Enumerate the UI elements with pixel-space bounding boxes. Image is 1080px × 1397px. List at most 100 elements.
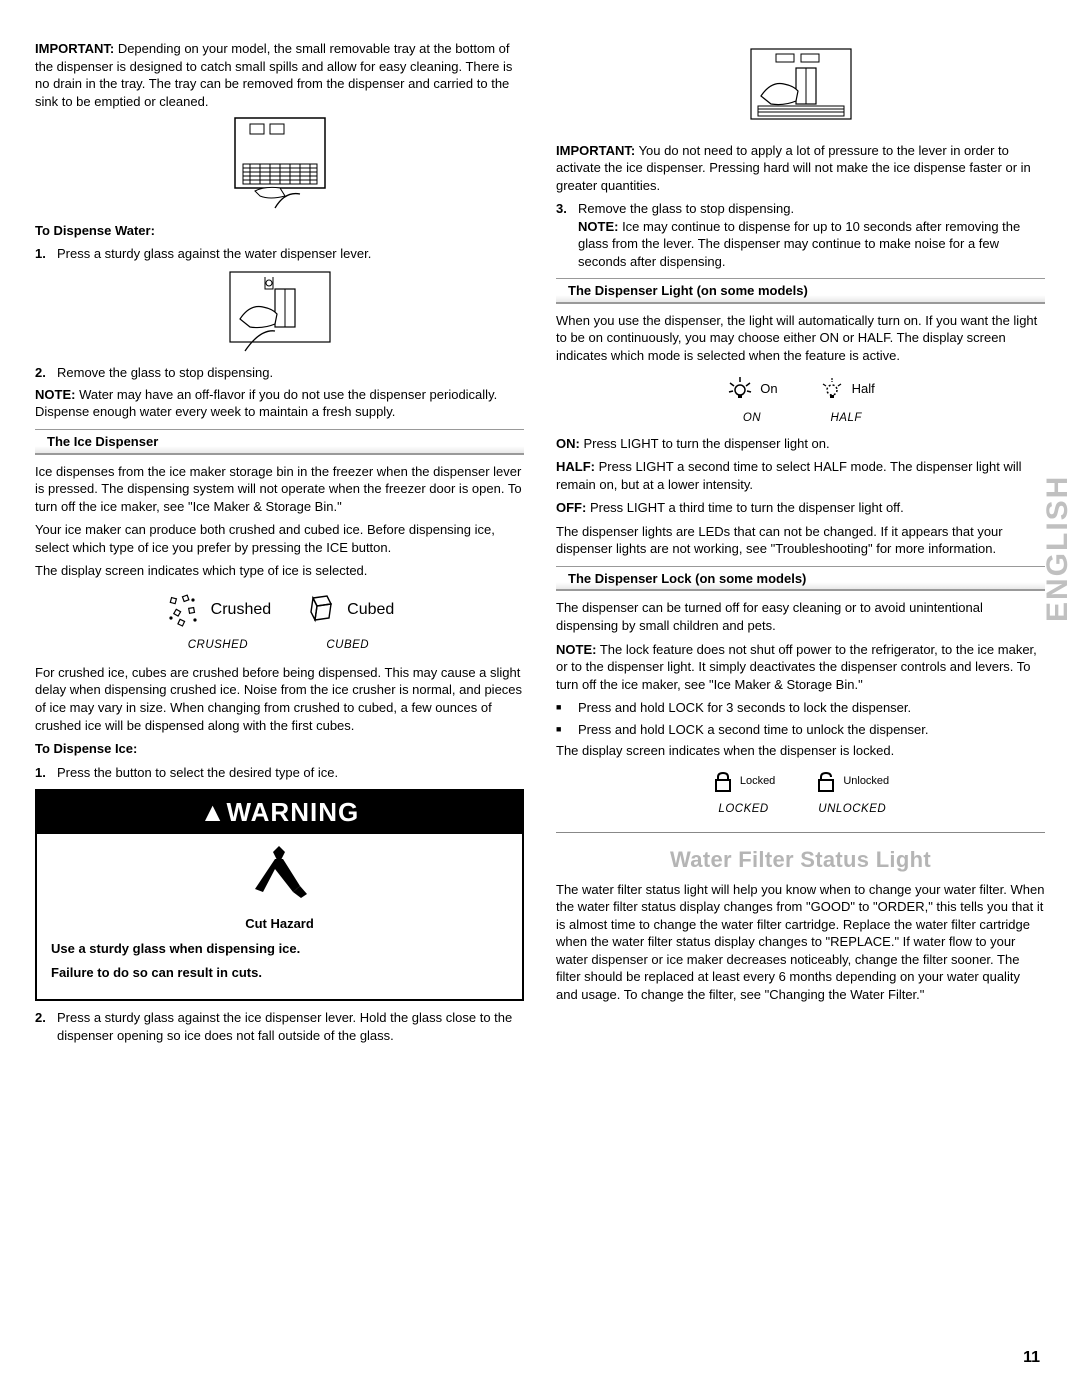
warning-line1: Use a sturdy glass when dispensing ice. <box>51 940 508 958</box>
ice-dispenser-heading: The Ice Dispenser <box>35 429 524 455</box>
page-columns: IMPORTANT: Depending on your model, the … <box>35 40 1045 1049</box>
lock-bullet1-text: Press and hold LOCK for 3 seconds to loc… <box>578 699 911 717</box>
language-tab: ENGLISH <box>1038 448 1080 648</box>
lock-bullet2: Press and hold LOCK a second time to unl… <box>556 721 1045 739</box>
dispense-ice-heading: To Dispense Ice: <box>35 740 524 758</box>
step3-item: 3. Remove the glass to stop dispensing. … <box>556 200 1045 270</box>
dw-step2-num: 2. <box>35 364 57 382</box>
di-step1-list: 1.Press the button to select the desired… <box>35 764 524 782</box>
warning-box: ▲WARNING Cut Hazard Use a sturdy glass w… <box>35 789 524 1001</box>
important-label: IMPORTANT: <box>35 41 114 56</box>
water-dispense-figure <box>35 269 524 359</box>
dw-step2: Remove the glass to stop dispensing. <box>57 364 273 382</box>
cubed-type: Cubed CUBED <box>301 590 394 654</box>
locked-cap: LOCKED <box>712 802 775 818</box>
step3-num: 3. <box>556 200 578 270</box>
di-step2: Press a sturdy glass against the ice dis… <box>57 1009 524 1044</box>
step3-list: 3. Remove the glass to stop dispensing. … <box>556 200 1045 270</box>
light-p1: When you use the dispenser, the light wi… <box>556 312 1045 365</box>
dw-step1: Press a sturdy glass against the water d… <box>57 245 371 263</box>
lock-note: NOTE: The lock feature does not shut off… <box>556 641 1045 694</box>
dw-step1-item: 1.Press a sturdy glass against the water… <box>35 245 524 263</box>
on-desc: ON: Press LIGHT to turn the dispenser li… <box>556 435 1045 453</box>
light-modes-figure: On ON Half HALF <box>556 375 1045 427</box>
warning-hazard: Cut Hazard <box>51 915 508 933</box>
warning-title: ▲WARNING <box>37 791 522 834</box>
di-step1: Press the button to select the desired t… <box>57 764 338 782</box>
on-cap: ON <box>726 411 777 427</box>
cubed-icon <box>301 590 341 630</box>
right-column: IMPORTANT: You do not need to apply a lo… <box>556 40 1045 1049</box>
important-tray: IMPORTANT: Depending on your model, the … <box>35 40 524 110</box>
locked-mode: Locked LOCKED <box>712 770 775 818</box>
half-mode: Half HALF <box>818 375 875 427</box>
dispense-water-steps: 1.Press a sturdy glass against the water… <box>35 245 524 263</box>
lock-bullet1: Press and hold LOCK for 3 seconds to loc… <box>556 699 1045 717</box>
crushed-label: Crushed <box>211 599 271 621</box>
half-desc: HALF: Press LIGHT a second time to selec… <box>556 458 1045 493</box>
step3-note: Ice may continue to dispense for up to 1… <box>578 219 1020 269</box>
unlocked-cap: UNLOCKED <box>815 802 889 818</box>
off-bold: OFF: <box>556 500 586 515</box>
di-step1-num: 1. <box>35 764 57 782</box>
light-heading: The Dispenser Light (on some models) <box>556 278 1045 304</box>
right-important-label: IMPORTANT: <box>556 143 635 158</box>
dw-note-text: Water may have an off-flavor if you do n… <box>35 387 497 420</box>
ice-p3: The display screen indicates which type … <box>35 562 524 580</box>
on-text: Press LIGHT to turn the dispenser light … <box>580 436 830 451</box>
page-number: 11 <box>1023 1347 1040 1369</box>
lock-modes-figure: Locked LOCKED Unlocked UNLOCKED <box>556 770 1045 818</box>
lock-p1: The dispenser can be turned off for easy… <box>556 599 1045 634</box>
warning-body: Cut Hazard Use a sturdy glass when dispe… <box>37 834 522 999</box>
section-divider <box>556 832 1045 833</box>
right-important: IMPORTANT: You do not need to apply a lo… <box>556 142 1045 195</box>
dw-step2-item: 2.Remove the glass to stop dispensing. <box>35 364 524 382</box>
unlocked-icon <box>815 770 837 794</box>
bulb-on-icon <box>726 375 754 403</box>
on-bold: ON: <box>556 436 580 451</box>
cubed-cap: CUBED <box>301 638 394 654</box>
step3-text: Remove the glass to stop dispensing. <box>578 201 794 216</box>
ice-p2: Your ice maker can produce both crushed … <box>35 521 524 556</box>
lock-heading: The Dispenser Lock (on some models) <box>556 566 1045 592</box>
crushed-type: Crushed CRUSHED <box>165 590 271 654</box>
half-cap: HALF <box>818 411 875 427</box>
lock-bullets: Press and hold LOCK for 3 seconds to loc… <box>556 699 1045 738</box>
cubed-label: Cubed <box>347 599 394 621</box>
dw-step1-num: 1. <box>35 245 57 263</box>
bulb-half-icon <box>818 375 846 403</box>
lock-bullet2-text: Press and hold LOCK a second time to unl… <box>578 721 928 739</box>
locked-label: Locked <box>740 774 775 789</box>
on-label: On <box>760 380 777 398</box>
di-step2-num: 2. <box>35 1009 57 1044</box>
half-label: Half <box>852 380 875 398</box>
lock-p2: The display screen indicates when the di… <box>556 742 1045 760</box>
cut-hazard-icon <box>245 844 315 904</box>
dw-step2-list: 2.Remove the glass to stop dispensing. <box>35 364 524 382</box>
step3-note-label: NOTE: <box>578 219 618 234</box>
dw-note: NOTE: Water may have an off-flavor if yo… <box>35 386 524 421</box>
half-text: Press LIGHT a second time to select HALF… <box>556 459 1022 492</box>
lock-note-bold: NOTE: <box>556 642 596 657</box>
di-step2-item: 2.Press a sturdy glass against the ice d… <box>35 1009 524 1044</box>
unlocked-label: Unlocked <box>843 774 889 789</box>
light-p2: The dispenser lights are LEDs that can n… <box>556 523 1045 558</box>
ice-types-figure: Crushed CRUSHED Cubed CUBED <box>35 590 524 654</box>
off-text: Press LIGHT a third time to turn the dis… <box>586 500 903 515</box>
filter-heading: Water Filter Status Light <box>556 845 1045 875</box>
dw-note-label: NOTE: <box>35 387 75 402</box>
ice-p1: Ice dispenses from the ice maker storage… <box>35 463 524 516</box>
unlocked-mode: Unlocked UNLOCKED <box>815 770 889 818</box>
lock-note-text: The lock feature does not shut off power… <box>556 642 1037 692</box>
dispense-water-heading: To Dispense Water: <box>35 222 524 240</box>
ice-dispense-figure <box>556 46 1045 136</box>
on-mode: On ON <box>726 375 777 427</box>
tray-figure <box>35 116 524 216</box>
ice-p4: For crushed ice, cubes are crushed befor… <box>35 664 524 734</box>
left-column: IMPORTANT: Depending on your model, the … <box>35 40 524 1049</box>
di-step1-item: 1.Press the button to select the desired… <box>35 764 524 782</box>
crushed-icon <box>165 590 205 630</box>
filter-p1: The water filter status light will help … <box>556 881 1045 1004</box>
crushed-cap: CRUSHED <box>165 638 271 654</box>
warning-line2: Failure to do so can result in cuts. <box>51 964 508 982</box>
